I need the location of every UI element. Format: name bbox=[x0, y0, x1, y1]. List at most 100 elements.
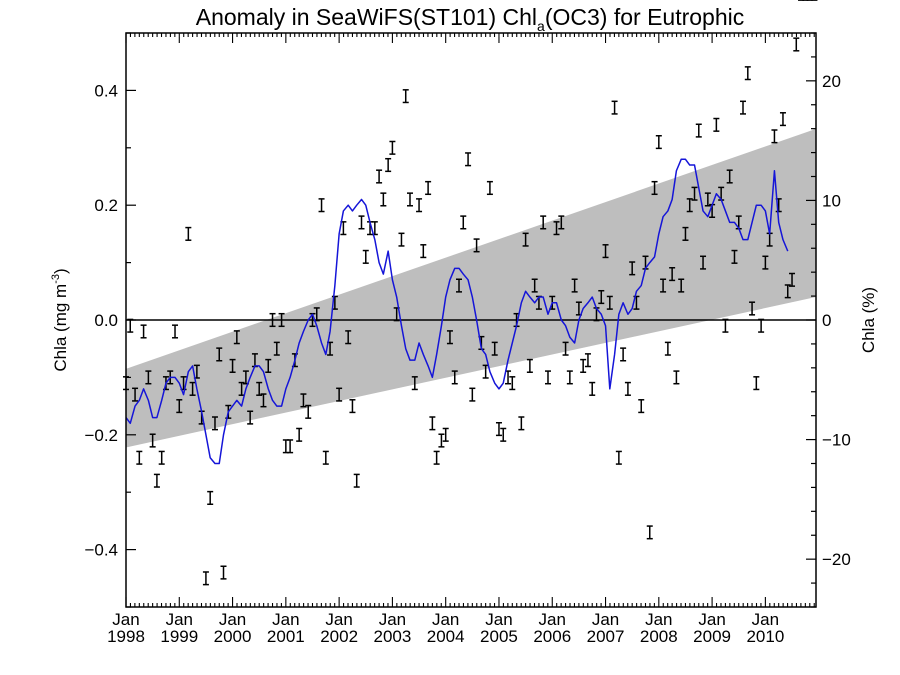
error-bar bbox=[669, 267, 676, 282]
error-bar bbox=[216, 347, 223, 362]
error-bar bbox=[553, 221, 560, 236]
error-bar bbox=[753, 376, 760, 391]
error-bar bbox=[638, 399, 645, 414]
error-bar bbox=[202, 571, 209, 586]
error-bar bbox=[726, 169, 733, 184]
error-bar bbox=[731, 249, 738, 264]
left-axis-title-pre: Chla (mg m bbox=[51, 284, 70, 372]
error-bar bbox=[624, 381, 631, 396]
error-bar bbox=[456, 278, 463, 293]
x-axis-tick-label-month: Jan bbox=[432, 610, 459, 629]
x-axis-tick-label-year: 2002 bbox=[320, 627, 358, 646]
x-axis-tick-label-year: 2000 bbox=[214, 627, 252, 646]
error-bar bbox=[282, 439, 289, 454]
error-bar bbox=[509, 376, 516, 391]
error-bar bbox=[749, 301, 756, 316]
error-bar bbox=[460, 215, 467, 230]
error-bar bbox=[278, 312, 285, 328]
error-bar bbox=[420, 244, 427, 259]
confidence-band bbox=[126, 128, 816, 448]
error-bar bbox=[722, 318, 729, 333]
error-bar bbox=[158, 450, 165, 465]
x-axis-tick-label-month: Jan bbox=[166, 610, 193, 629]
error-bar bbox=[358, 215, 365, 230]
error-bar bbox=[189, 381, 196, 396]
x-axis-tick-label-year: 2003 bbox=[373, 627, 411, 646]
plot-area bbox=[123, 0, 818, 586]
error-bar bbox=[207, 490, 214, 506]
error-bar bbox=[349, 399, 356, 414]
x-axis-tick-label-month: Jan bbox=[272, 610, 299, 629]
error-bar bbox=[531, 278, 538, 293]
x-axis-tick-label-month: Jan bbox=[379, 610, 406, 629]
error-bar bbox=[429, 416, 436, 431]
error-bar bbox=[247, 410, 254, 425]
error-bar bbox=[580, 358, 587, 373]
error-bar bbox=[713, 117, 720, 132]
x-axis-tick-label-year: 2008 bbox=[640, 627, 678, 646]
error-bar bbox=[176, 399, 183, 414]
error-bar bbox=[425, 180, 432, 196]
left-axis-title-post: ) bbox=[51, 268, 70, 274]
x-axis-tick-label-year: 2006 bbox=[533, 627, 571, 646]
error-bar bbox=[362, 249, 369, 264]
error-bar bbox=[611, 100, 618, 115]
error-bar bbox=[145, 370, 152, 385]
error-bar bbox=[273, 341, 280, 356]
error-bar bbox=[544, 370, 551, 385]
error-bar bbox=[598, 289, 605, 305]
left-axis-tick-label: 0.2 bbox=[94, 196, 118, 215]
x-axis-tick-label-month: Jan bbox=[485, 610, 512, 629]
error-bar bbox=[602, 244, 609, 259]
error-bar bbox=[646, 525, 653, 540]
error-bar bbox=[566, 370, 573, 385]
left-axis-tick-label: −0.4 bbox=[84, 541, 118, 560]
error-bar bbox=[296, 427, 303, 442]
model-line bbox=[125, 158, 789, 465]
x-axis-tick-label-year: 2009 bbox=[693, 627, 731, 646]
error-bar bbox=[660, 278, 667, 293]
error-bar bbox=[789, 272, 796, 287]
error-bar bbox=[469, 387, 476, 402]
error-bar bbox=[140, 324, 147, 339]
error-bar bbox=[678, 278, 685, 293]
error-bar bbox=[305, 404, 312, 419]
left-axis-title: Chla (mg m-3) bbox=[50, 268, 70, 371]
error-bar bbox=[300, 393, 307, 408]
left-axis-tick-label: 0.0 bbox=[94, 311, 118, 330]
error-bar bbox=[784, 284, 791, 299]
error-bar bbox=[256, 381, 263, 396]
error-bar bbox=[185, 226, 192, 241]
error-bar bbox=[771, 129, 778, 144]
error-bar bbox=[606, 295, 613, 310]
error-bar bbox=[132, 387, 139, 402]
error-bar bbox=[704, 192, 711, 207]
error-bar bbox=[620, 347, 627, 362]
error-bar bbox=[526, 358, 533, 373]
error-bar bbox=[655, 134, 662, 150]
error-bar bbox=[265, 358, 272, 373]
right-axis-tick-label: 0 bbox=[822, 311, 831, 330]
x-axis-tick-label-month: Jan bbox=[219, 610, 246, 629]
error-bar bbox=[695, 123, 702, 138]
right-axis-tick-label: −20 bbox=[822, 550, 851, 569]
x-axis-tick-label-month: Jan bbox=[112, 610, 139, 629]
error-bar bbox=[562, 341, 569, 356]
error-bar bbox=[584, 353, 591, 368]
error-bar bbox=[389, 140, 396, 155]
error-bar bbox=[522, 232, 529, 247]
x-axis-tick-label-year: 2001 bbox=[267, 627, 305, 646]
left-axis-tick-label: −0.2 bbox=[84, 426, 118, 445]
x-axis-tick-label-month: Jan bbox=[592, 610, 619, 629]
error-bar bbox=[473, 238, 480, 253]
chart-title-subscript: a bbox=[537, 18, 545, 34]
error-bar bbox=[700, 255, 707, 270]
x-axis-tick-label-month: Jan bbox=[752, 610, 779, 629]
chart-title-main: Anomaly in SeaWiFS(ST101) Chl bbox=[196, 4, 537, 30]
error-bar bbox=[779, 112, 786, 127]
error-bar bbox=[172, 324, 179, 339]
error-bar bbox=[664, 341, 671, 356]
error-bar bbox=[322, 450, 329, 465]
error-bar bbox=[589, 381, 596, 396]
error-bar bbox=[540, 215, 547, 230]
